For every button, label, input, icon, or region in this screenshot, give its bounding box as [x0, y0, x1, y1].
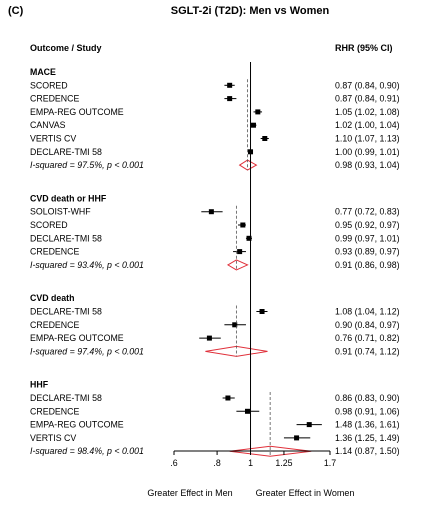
study-point-estimate: [294, 435, 300, 441]
study-label: CREDENCE: [30, 320, 79, 330]
study-point-estimate: [240, 222, 246, 228]
study-label: CREDENCE: [30, 406, 79, 416]
study-label: EMPA-REG OUTCOME: [30, 420, 124, 430]
pooled-rhr-value: 1.14 (0.87, 1.50): [335, 446, 400, 456]
study-rhr-value: 1.02 (1.00, 1.04): [335, 120, 400, 130]
group-header: HHF: [30, 380, 49, 390]
x-tick-label: 1.25: [275, 458, 292, 468]
study-rhr-value: 1.10 (1.07, 1.13): [335, 134, 400, 144]
study-point-estimate: [262, 136, 268, 141]
x-tick-label: .8: [213, 458, 220, 468]
study-rhr-value: 0.87 (0.84, 0.91): [335, 94, 400, 104]
panel-label: (C): [8, 5, 24, 17]
study-point-estimate: [237, 249, 243, 255]
study-label: CREDENCE: [30, 94, 79, 104]
study-label: CREDENCE: [30, 247, 79, 257]
pooled-diamond: [238, 159, 258, 171]
study-label: SOLOIST-WHF: [30, 207, 91, 217]
study-label: DECLARE-TMI 58: [30, 393, 102, 403]
study-label: DECLARE-TMI 58: [30, 233, 102, 243]
study-point-estimate: [306, 422, 312, 428]
pooled-heterogeneity-label: I-squared = 93.4%, p < 0.001: [30, 260, 144, 270]
pooled-heterogeneity-label: I-squared = 98.4%, p < 0.001: [30, 446, 144, 456]
x-axis: .6 .8 1 1.25 1.7: [170, 450, 336, 468]
study-label: EMPA-REG OUTCOME: [30, 107, 124, 117]
study-label: CANVAS: [30, 120, 66, 130]
study-point-estimate: [246, 235, 252, 241]
header-rhr-ci: RHR (95% CI): [335, 43, 393, 53]
pooled-heterogeneity-label: I-squared = 97.5%, p < 0.001: [30, 160, 144, 170]
study-rhr-value: 1.00 (0.99, 1.01): [335, 147, 400, 157]
study-rhr-value: 0.76 (0.71, 0.82): [335, 333, 400, 343]
study-point-estimate: [208, 209, 214, 215]
study-rhr-value: 0.99 (0.97, 1.01): [335, 233, 400, 243]
study-label: VERTIS CV: [30, 134, 76, 144]
study-point-estimate: [225, 395, 231, 401]
study-point-estimate: [250, 122, 256, 128]
study-point-estimate: [206, 335, 212, 341]
study-rhr-value: 0.95 (0.92, 0.97): [335, 220, 400, 230]
study-point-estimate: [232, 322, 238, 328]
study-label: VERTIS CV: [30, 433, 76, 443]
pooled-rhr-value: 0.91 (0.86, 0.98): [335, 260, 400, 270]
chart-title: SGLT-2i (T2D): Men vs Women: [171, 5, 330, 17]
group-header: CVD death: [30, 293, 74, 303]
study-rhr-value: 0.87 (0.84, 0.90): [335, 80, 400, 90]
study-point-estimate: [244, 408, 250, 414]
pooled-rhr-value: 0.98 (0.93, 1.04): [335, 160, 400, 170]
study-label: DECLARE-TMI 58: [30, 147, 102, 157]
x-tick-label: 1.7: [324, 458, 336, 468]
study-point-estimate: [227, 96, 233, 102]
x-tick-label: .6: [170, 458, 177, 468]
study-rhr-value: 0.90 (0.84, 0.97): [335, 320, 400, 330]
study-point-estimate: [255, 109, 261, 115]
header-outcome-study: Outcome / Study: [30, 43, 102, 53]
x-tick-label: 1: [248, 458, 253, 468]
study-point-estimate: [259, 309, 265, 314]
study-rhr-value: 0.86 (0.83, 0.90): [335, 393, 400, 403]
pooled-rhr-value: 0.91 (0.74, 1.12): [335, 346, 400, 356]
study-rhr-value: 0.93 (0.89, 0.97): [335, 247, 400, 257]
study-rhr-value: 0.77 (0.72, 0.83): [335, 207, 400, 217]
study-rhr-value: 1.36 (1.25, 1.49): [335, 433, 400, 443]
study-rhr-value: 0.98 (0.91, 1.06): [335, 406, 400, 416]
study-rhr-value: 1.05 (1.02, 1.08): [335, 107, 400, 117]
study-label: EMPA-REG OUTCOME: [30, 333, 124, 343]
study-rhr-value: 1.48 (1.36, 1.61): [335, 420, 400, 430]
study-label: DECLARE-TMI 58: [30, 307, 102, 317]
study-label: SCORED: [30, 80, 68, 90]
group-header: MACE: [30, 67, 56, 77]
study-label: SCORED: [30, 220, 68, 230]
pooled-heterogeneity-label: I-squared = 97.4%, p < 0.001: [30, 346, 144, 356]
pooled-diamond: [226, 259, 249, 271]
pooled-diamond: [205, 345, 268, 357]
group-header: CVD death or HHF: [30, 193, 107, 203]
x-label-women: Greater Effect in Women: [256, 488, 355, 498]
x-label-men: Greater Effect in Men: [147, 488, 232, 498]
study-rhr-value: 1.08 (1.04, 1.12): [335, 307, 400, 317]
study-point-estimate: [227, 82, 233, 88]
forest-rows: MACE SCORED 0.87 (0.84, 0.90) CREDENCE 0.87 …: [30, 62, 400, 457]
